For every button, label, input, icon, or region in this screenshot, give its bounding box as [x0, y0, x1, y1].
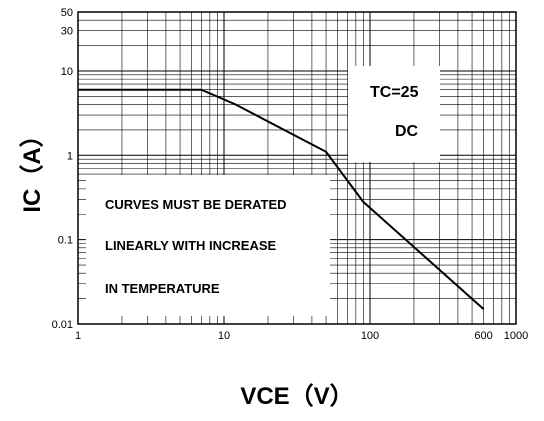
condition-temperature: TC=25 [370, 84, 419, 101]
y-tick-label: 50 [61, 7, 73, 19]
x-tick-labels: 1 10 100 600 1000 [75, 330, 528, 342]
y-tick-label: 30 [61, 26, 73, 38]
y-tick-label: 0.01 [52, 319, 73, 331]
x-tick-label: 600 [474, 330, 492, 342]
x-tick-label: 1000 [504, 330, 528, 342]
grid-lines [78, 12, 516, 324]
soa-curve [78, 88, 485, 310]
y-axis-title: IC（A） [19, 123, 46, 212]
plot-frame [77, 11, 517, 325]
x-tick-label: 10 [218, 330, 230, 342]
conditions-box [348, 66, 440, 162]
note-line-1: CURVES MUST BE DERATED [105, 197, 287, 212]
y-tick-label: 1 [67, 150, 73, 162]
condition-dc: DC [395, 123, 419, 140]
x-tick-label: 1 [75, 330, 81, 342]
note-line-2: LINEARLY WITH INCREASE [105, 238, 277, 253]
y-tick-labels: 0.01 0.1 1 10 30 50 [52, 7, 73, 331]
y-tick-label: 10 [61, 66, 73, 78]
x-tick-label: 100 [361, 330, 379, 342]
derating-note-box [86, 175, 330, 316]
note-line-3: IN TEMPERATURE [105, 281, 220, 296]
x-axis-title: VCE（V） [240, 383, 353, 410]
y-tick-label: 0.1 [58, 235, 73, 247]
